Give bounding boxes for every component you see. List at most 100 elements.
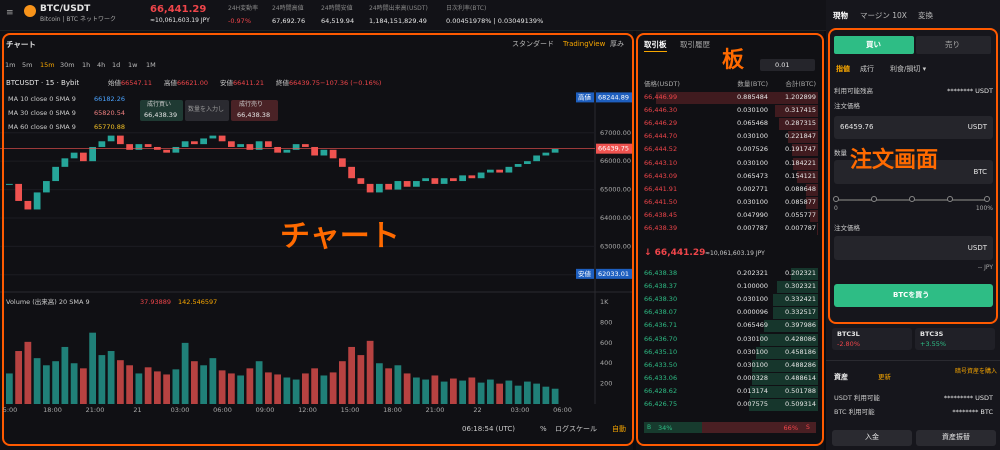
submit-label[interactable]: BTCを買う <box>893 291 930 299</box>
candle <box>339 158 346 167</box>
sell-side[interactable] <box>916 36 991 54</box>
book-price[interactable]: 66,446.30 <box>644 106 678 115</box>
view-tab[interactable]: 厚み <box>610 40 624 48</box>
token-card[interactable] <box>832 328 912 350</box>
interval[interactable]: 15m <box>40 61 55 69</box>
book-price[interactable]: 66,438.37 <box>644 282 678 291</box>
book-price[interactable]: 66,444.52 <box>644 145 678 154</box>
book-tab[interactable]: 取引板 <box>644 41 667 52</box>
token-name[interactable]: BTC3S <box>920 330 944 338</box>
qty-input[interactable] <box>834 160 993 184</box>
refresh[interactable]: 更新 <box>878 373 891 381</box>
volume-tick-label: 1K <box>600 298 609 306</box>
view-tab[interactable]: スタンダード <box>512 40 554 48</box>
interval[interactable]: 1M <box>146 61 156 69</box>
interval[interactable]: 4h <box>97 61 106 69</box>
market-buy[interactable] <box>140 100 183 121</box>
side-label[interactable]: 売り <box>945 40 960 49</box>
sell-ratio-bar <box>702 422 816 433</box>
trade-tab[interactable]: 変換 <box>918 11 933 20</box>
annotation: 注文画面 <box>850 148 939 173</box>
volume-bar <box>366 340 374 404</box>
depth-bar <box>752 372 818 385</box>
total-input[interactable] <box>834 236 993 260</box>
order-type[interactable]: 利食/損切 ▾ <box>890 65 927 73</box>
book-qty: 0.065473 <box>736 171 768 180</box>
buy-crypto[interactable]: 暗号資産を購入 <box>955 368 998 375</box>
book-total: 0.332421 <box>784 295 816 304</box>
interval[interactable]: 1d <box>112 61 121 69</box>
book-qty: 0.030100 <box>736 197 768 206</box>
book-price[interactable]: 66,435.10 <box>644 347 678 356</box>
slider-stop[interactable] <box>909 196 915 202</box>
buy-ratio-bar <box>644 422 703 433</box>
book-price[interactable]: 66,426.75 <box>644 400 678 408</box>
symbol: BTCUSDT · 15 · Bybit <box>6 79 80 87</box>
slider-stop[interactable] <box>833 196 839 202</box>
volume-bar <box>320 375 328 404</box>
interval[interactable]: 5m <box>22 61 33 69</box>
interval[interactable]: 1w <box>128 61 138 69</box>
action-button[interactable] <box>916 430 996 446</box>
order-type[interactable]: 成行 <box>860 65 874 73</box>
book-price[interactable]: 66,438.38 <box>644 269 678 277</box>
book-price[interactable]: 66,441.50 <box>644 197 678 206</box>
order-panel <box>826 0 1000 450</box>
tick-size[interactable]: 0.01 <box>775 61 790 69</box>
chart-option[interactable]: 自動 <box>612 425 626 433</box>
slider-stop[interactable] <box>984 196 990 202</box>
submit-button[interactable] <box>834 284 993 307</box>
book-price[interactable]: 66,444.70 <box>644 132 678 141</box>
trade-tab[interactable]: マージン 10X <box>860 11 907 20</box>
ma-value: 66182.26 <box>94 95 126 103</box>
book-price[interactable]: 66,438.39 <box>644 224 678 232</box>
order-type[interactable]: 指値 <box>836 65 850 73</box>
qty-input[interactable] <box>185 100 229 121</box>
token-name[interactable]: BTC3L <box>837 330 860 338</box>
time-label: 12:00 <box>298 406 317 414</box>
interval[interactable]: 1h <box>82 61 91 69</box>
book-price[interactable]: 66,436.71 <box>644 321 678 330</box>
volume-bar <box>514 385 522 404</box>
book-price[interactable]: 66,428.62 <box>644 386 678 395</box>
book-price[interactable]: 66,443.09 <box>644 171 678 180</box>
book-qty: 0.030100 <box>736 334 768 343</box>
action-label[interactable]: 資産振替 <box>942 433 970 441</box>
price-input[interactable] <box>834 116 993 139</box>
slider-stop[interactable] <box>871 196 877 202</box>
volume-bar <box>505 380 513 404</box>
side-label[interactable]: 買い <box>866 40 881 49</box>
interval[interactable]: 30m <box>60 61 75 69</box>
book-price[interactable]: 66,438.45 <box>644 210 678 219</box>
chart-option[interactable]: % <box>540 425 547 433</box>
book-qty: 0.007787 <box>736 224 768 232</box>
book-price[interactable]: 66,438.30 <box>644 295 678 304</box>
book-price[interactable]: 66,436.70 <box>644 334 678 343</box>
candle <box>218 135 226 142</box>
slider-stop[interactable] <box>947 196 953 202</box>
market-sell[interactable] <box>231 100 278 121</box>
book-price[interactable]: 66,433.50 <box>644 360 678 369</box>
candle <box>6 183 13 185</box>
book-price[interactable]: 66,446.29 <box>644 119 678 128</box>
buy-side[interactable] <box>834 36 914 54</box>
book-total: 0.428086 <box>784 334 816 343</box>
candle <box>191 141 198 145</box>
book-price[interactable]: 66,441.91 <box>644 184 678 193</box>
token-card[interactable] <box>915 328 995 350</box>
action-label[interactable]: 入金 <box>865 433 879 441</box>
book-price[interactable]: 66,433.06 <box>644 373 678 382</box>
trade-tab[interactable]: 現物 <box>833 11 848 20</box>
assets-title: 資産 <box>834 373 848 381</box>
view-tab[interactable]: TradingView <box>563 40 606 48</box>
menu-icon[interactable]: ≡ <box>6 8 14 18</box>
time-label: 15:00 <box>340 406 360 414</box>
book-price[interactable]: 66,438.07 <box>644 308 678 317</box>
chart-option[interactable]: ログスケール <box>555 425 597 433</box>
book-price[interactable]: 66,443.10 <box>644 158 678 167</box>
book-price[interactable]: 66,446.99 <box>644 93 678 101</box>
tick-select[interactable] <box>760 59 815 71</box>
interval[interactable]: 1m <box>5 61 16 69</box>
action-button[interactable] <box>832 430 912 446</box>
book-tab[interactable]: 取引履歴 <box>680 40 710 49</box>
